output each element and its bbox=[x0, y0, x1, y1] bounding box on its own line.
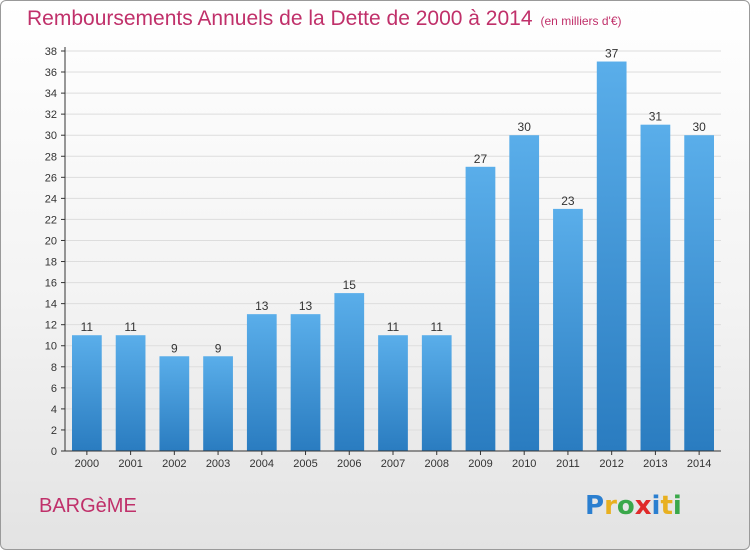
bar-value-label: 9 bbox=[171, 341, 178, 355]
logo-letter: r bbox=[604, 491, 617, 521]
y-tick-label: 32 bbox=[45, 109, 57, 121]
chart-title: Remboursements Annuels de la Dette de 20… bbox=[27, 7, 533, 30]
bar-value-label: 23 bbox=[561, 194, 575, 208]
bar-value-label: 9 bbox=[215, 341, 222, 355]
bar-value-label: 11 bbox=[387, 320, 400, 334]
x-tick-label: 2007 bbox=[381, 458, 405, 470]
bar bbox=[684, 135, 715, 452]
bar bbox=[159, 356, 190, 451]
y-tick-label: 4 bbox=[51, 404, 57, 416]
bar-value-label: 11 bbox=[124, 320, 137, 334]
y-tick-label: 6 bbox=[51, 383, 57, 395]
y-tick-label: 20 bbox=[45, 235, 57, 247]
logo-letter: P bbox=[585, 491, 605, 521]
x-tick-label: 2006 bbox=[337, 458, 361, 470]
bar bbox=[421, 335, 452, 451]
y-tick-label: 22 bbox=[45, 214, 57, 226]
proxiti-logo: Proxiti bbox=[585, 491, 682, 521]
y-tick-label: 10 bbox=[45, 341, 57, 353]
x-tick-label: 2009 bbox=[468, 458, 492, 470]
y-tick-label: 18 bbox=[45, 257, 57, 269]
bar-value-label: 13 bbox=[299, 299, 313, 313]
bar-value-label: 30 bbox=[518, 120, 532, 134]
commune-name: BARGèME bbox=[39, 495, 137, 517]
logo-letter: x bbox=[634, 491, 652, 521]
bar-value-label: 30 bbox=[692, 120, 706, 134]
x-tick-label: 2001 bbox=[118, 458, 142, 470]
bar-value-label: 31 bbox=[649, 110, 663, 124]
x-tick-label: 2003 bbox=[206, 458, 230, 470]
y-tick-label: 34 bbox=[45, 88, 57, 100]
x-tick-label: 2012 bbox=[599, 458, 623, 470]
logo-letter: t bbox=[660, 491, 673, 521]
bar bbox=[290, 314, 321, 451]
bar bbox=[71, 335, 102, 451]
x-tick-label: 2004 bbox=[250, 458, 274, 470]
bar-value-label: 15 bbox=[343, 278, 357, 292]
bar bbox=[334, 293, 365, 451]
y-tick-label: 26 bbox=[45, 172, 57, 184]
bar bbox=[509, 135, 540, 452]
x-tick-label: 2010 bbox=[512, 458, 536, 470]
y-tick-label: 38 bbox=[45, 46, 57, 58]
logo-letter: i bbox=[672, 491, 682, 521]
y-tick-label: 8 bbox=[51, 362, 57, 374]
chart-subtitle: (en milliers d'€) bbox=[540, 14, 622, 28]
x-tick-label: 2002 bbox=[162, 458, 186, 470]
bar bbox=[553, 208, 583, 451]
y-tick-label: 30 bbox=[45, 130, 57, 142]
bar-value-label: 13 bbox=[255, 299, 269, 313]
y-tick-label: 16 bbox=[45, 278, 57, 290]
bar bbox=[203, 356, 233, 451]
x-tick-label: 2014 bbox=[687, 458, 711, 470]
bar-value-label: 11 bbox=[81, 320, 94, 334]
y-tick-label: 28 bbox=[45, 151, 57, 163]
logo-letter: o bbox=[616, 491, 635, 521]
bar bbox=[596, 61, 627, 452]
bar bbox=[640, 124, 671, 452]
y-tick-label: 24 bbox=[45, 193, 57, 205]
x-tick-label: 2005 bbox=[293, 458, 317, 470]
y-tick-label: 2 bbox=[51, 425, 57, 437]
bar-value-label: 27 bbox=[474, 152, 488, 166]
x-tick-label: 2011 bbox=[556, 458, 580, 470]
bar bbox=[115, 335, 146, 451]
logo-letter: i bbox=[651, 491, 661, 521]
bar bbox=[465, 166, 496, 451]
bar bbox=[246, 314, 277, 451]
x-tick-label: 2008 bbox=[424, 458, 448, 470]
bar-value-label: 37 bbox=[605, 47, 619, 61]
x-tick-label: 2013 bbox=[643, 458, 667, 470]
x-tick-label: 2000 bbox=[75, 458, 99, 470]
y-tick-label: 36 bbox=[45, 67, 57, 79]
y-tick-label: 14 bbox=[45, 299, 57, 311]
bar bbox=[378, 335, 408, 451]
chart-title-row: Remboursements Annuels de la Dette de 20… bbox=[27, 7, 622, 31]
y-tick-label: 12 bbox=[45, 320, 57, 332]
bar-value-label: 11 bbox=[430, 320, 443, 334]
y-tick-label: 0 bbox=[51, 446, 57, 458]
